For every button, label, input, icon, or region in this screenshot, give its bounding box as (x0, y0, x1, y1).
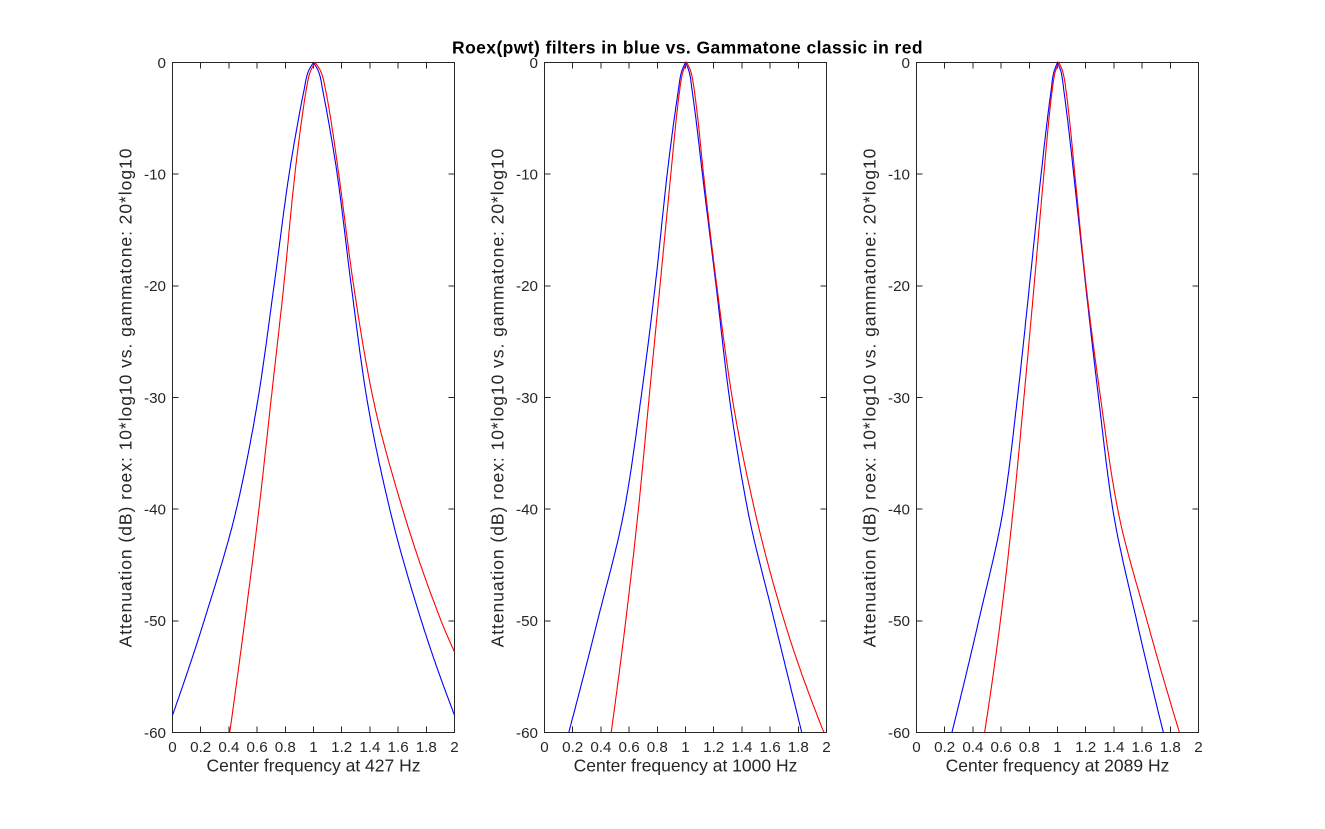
svg-text:1.6: 1.6 (760, 739, 781, 756)
svg-text:0.2: 0.2 (190, 739, 211, 756)
svg-text:-20: -20 (516, 278, 538, 295)
svg-text:1.4: 1.4 (359, 739, 380, 756)
svg-text:-40: -40 (888, 502, 910, 519)
svg-text:-10: -10 (516, 167, 538, 184)
svg-text:0: 0 (912, 739, 920, 756)
svg-text:Attenuation (dB) roex: 10*log1: Attenuation (dB) roex: 10*log10 vs. gamm… (860, 148, 880, 648)
svg-text:-10: -10 (888, 167, 910, 184)
svg-text:-30: -30 (888, 390, 910, 407)
svg-text:-60: -60 (888, 725, 910, 742)
svg-text:0.4: 0.4 (962, 739, 983, 756)
svg-text:0: 0 (168, 739, 176, 756)
svg-text:1.2: 1.2 (703, 739, 724, 756)
svg-text:2: 2 (822, 739, 830, 756)
svg-text:1.8: 1.8 (1160, 739, 1181, 756)
svg-text:-60: -60 (516, 725, 538, 742)
svg-text:0: 0 (530, 55, 538, 72)
svg-text:-40: -40 (144, 502, 166, 519)
svg-text:Center frequency at 1000 Hz: Center frequency at 1000 Hz (574, 756, 798, 776)
svg-text:0: 0 (158, 55, 166, 72)
svg-text:0.4: 0.4 (590, 739, 611, 756)
svg-text:Center frequency at 427 Hz: Center frequency at 427 Hz (206, 756, 420, 776)
svg-text:2: 2 (1194, 739, 1202, 756)
svg-text:0.8: 0.8 (647, 739, 668, 756)
svg-text:1.4: 1.4 (1103, 739, 1124, 756)
svg-text:-40: -40 (516, 502, 538, 519)
svg-text:1: 1 (1053, 739, 1061, 756)
svg-text:1.2: 1.2 (331, 739, 352, 756)
svg-text:Roex(pwt) filters in blue vs.: Roex(pwt) filters in blue vs. Gammatone … (452, 38, 923, 58)
svg-text:1: 1 (681, 739, 689, 756)
svg-text:-20: -20 (144, 278, 166, 295)
svg-text:0.2: 0.2 (562, 739, 583, 756)
svg-text:-10: -10 (144, 167, 166, 184)
svg-text:1.2: 1.2 (1075, 739, 1096, 756)
svg-text:2: 2 (450, 739, 458, 756)
svg-text:-60: -60 (144, 725, 166, 742)
svg-text:-30: -30 (516, 390, 538, 407)
svg-text:1.8: 1.8 (788, 739, 809, 756)
svg-text:0.8: 0.8 (1019, 739, 1040, 756)
svg-text:0.6: 0.6 (991, 739, 1012, 756)
svg-text:0.6: 0.6 (247, 739, 268, 756)
svg-text:1.8: 1.8 (416, 739, 437, 756)
svg-text:-50: -50 (516, 613, 538, 630)
svg-text:0.2: 0.2 (934, 739, 955, 756)
svg-text:1.4: 1.4 (731, 739, 752, 756)
svg-text:0.4: 0.4 (218, 739, 239, 756)
svg-text:0.6: 0.6 (619, 739, 640, 756)
svg-text:1: 1 (309, 739, 317, 756)
svg-text:1.6: 1.6 (388, 739, 409, 756)
svg-text:-50: -50 (888, 613, 910, 630)
svg-text:Center frequency at 2089 Hz: Center frequency at 2089 Hz (946, 756, 1170, 776)
svg-text:Attenuation (dB) roex: 10*log1: Attenuation (dB) roex: 10*log10 vs. gamm… (488, 148, 508, 648)
svg-text:Attenuation (dB) roex: 10*log1: Attenuation (dB) roex: 10*log10 vs. gamm… (116, 148, 136, 648)
svg-text:-30: -30 (144, 390, 166, 407)
svg-text:0.8: 0.8 (275, 739, 296, 756)
svg-text:-20: -20 (888, 278, 910, 295)
svg-text:0: 0 (902, 55, 910, 72)
svg-text:-50: -50 (144, 613, 166, 630)
svg-text:1.6: 1.6 (1132, 739, 1153, 756)
svg-text:0: 0 (540, 739, 548, 756)
